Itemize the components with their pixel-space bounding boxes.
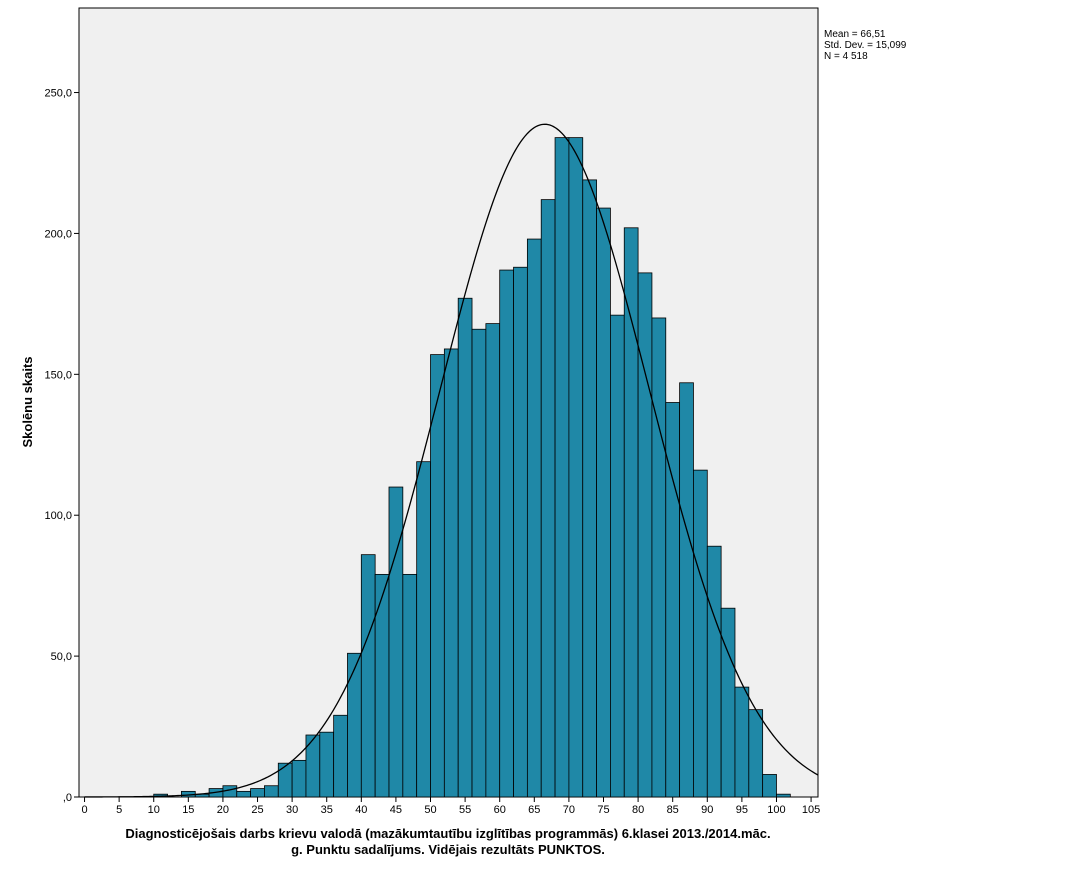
normal-curve — [84, 123, 819, 798]
histogram-bar — [471, 328, 487, 798]
x-tick-label: 55 — [459, 804, 471, 816]
x-tick-label: 40 — [355, 804, 367, 816]
histogram-bar — [762, 774, 777, 798]
histogram-bar — [388, 486, 404, 798]
histogram-bar — [568, 137, 584, 798]
stats-box: Mean = 66,51 Std. Dev. = 15,099 N = 4 51… — [824, 29, 909, 62]
x-tick-label: 100 — [767, 804, 785, 816]
histogram-bar — [250, 788, 265, 798]
y-tick-label: ,0 — [63, 792, 72, 804]
x-tick-label: 50 — [424, 804, 436, 816]
histogram-bar — [748, 709, 764, 798]
x-axis: 0 5 10 15 20 25 30 35 40 45 50 55 60 65 70 75 80 85 90 95 10… — [81, 797, 820, 816]
x-tick-label: 20 — [217, 804, 229, 816]
stats-mean: Mean = 66,51 — [824, 29, 886, 40]
histogram-bar — [319, 731, 335, 798]
x-tick-label: 85 — [667, 804, 679, 816]
histogram-bar — [734, 686, 750, 798]
histogram-bar — [333, 714, 348, 798]
y-tick-label: 200,0 — [44, 228, 72, 240]
x-tick-label: 35 — [321, 804, 333, 816]
y-tick-label: 250,0 — [44, 88, 72, 100]
histogram-bar — [554, 137, 570, 798]
histogram-bar — [264, 785, 279, 798]
histogram-bar — [305, 734, 321, 798]
x-tick-label: 90 — [701, 804, 713, 816]
x-tick-label: 70 — [563, 804, 575, 816]
x-axis-label-line-2: g. Punktu sadalījums. Vidējais rezultāts… — [291, 842, 605, 857]
x-tick-label: 65 — [528, 804, 540, 816]
histogram-bar — [610, 314, 625, 798]
y-axis-label: Skolēnu skaits — [20, 356, 35, 447]
histogram-bar — [679, 382, 694, 798]
x-tick-label: 30 — [286, 804, 298, 816]
x-tick-label: 25 — [251, 804, 263, 816]
stats-std-dev: Std. Dev. = 15,099 — [824, 40, 907, 51]
stats-n: N = 4 518 — [824, 51, 868, 62]
x-tick-label: 15 — [182, 804, 194, 816]
x-tick-label: 95 — [736, 804, 748, 816]
x-tick-label: 60 — [494, 804, 506, 816]
histogram-bar — [651, 317, 667, 798]
histogram-bar — [499, 269, 514, 798]
x-tick-label: 105 — [802, 804, 820, 816]
histogram-bar — [776, 793, 791, 798]
x-tick-label: 45 — [390, 804, 402, 816]
histogram-bar — [291, 759, 307, 798]
x-tick-label: 80 — [632, 804, 644, 816]
histogram-bar — [347, 652, 362, 798]
histogram-bar — [402, 573, 418, 798]
y-tick-label: 100,0 — [44, 510, 72, 522]
x-tick-label: 10 — [148, 804, 160, 816]
histogram-bar — [526, 238, 542, 798]
y-axis: ,0 50,0 100,0 150,0 200,0 250,0 — [44, 88, 79, 804]
x-tick-label: 5 — [116, 804, 122, 816]
histogram-bar — [457, 297, 473, 798]
histogram-bar — [513, 266, 528, 798]
y-tick-label: 50,0 — [51, 651, 72, 663]
histogram-bar — [623, 227, 639, 798]
x-tick-label: 75 — [597, 804, 609, 816]
histogram-bar — [596, 207, 611, 798]
histogram-bar — [582, 179, 597, 798]
histogram-bar — [720, 607, 736, 798]
x-tick-label: 0 — [81, 804, 87, 816]
histogram-bar — [540, 199, 556, 798]
histogram-bar — [360, 554, 376, 798]
histogram-bar — [236, 790, 251, 798]
y-tick-label: 150,0 — [44, 369, 72, 381]
histogram-bar — [485, 323, 501, 798]
histogram-bar — [443, 348, 459, 798]
histogram-bar — [706, 545, 722, 798]
histogram-bar — [416, 461, 431, 798]
histogram-bar — [374, 573, 390, 798]
histogram-bar — [277, 762, 293, 798]
x-axis-label-line-1: Diagnosticējošais darbs krievu valodā (m… — [125, 826, 770, 841]
histogram-bar — [693, 469, 708, 798]
